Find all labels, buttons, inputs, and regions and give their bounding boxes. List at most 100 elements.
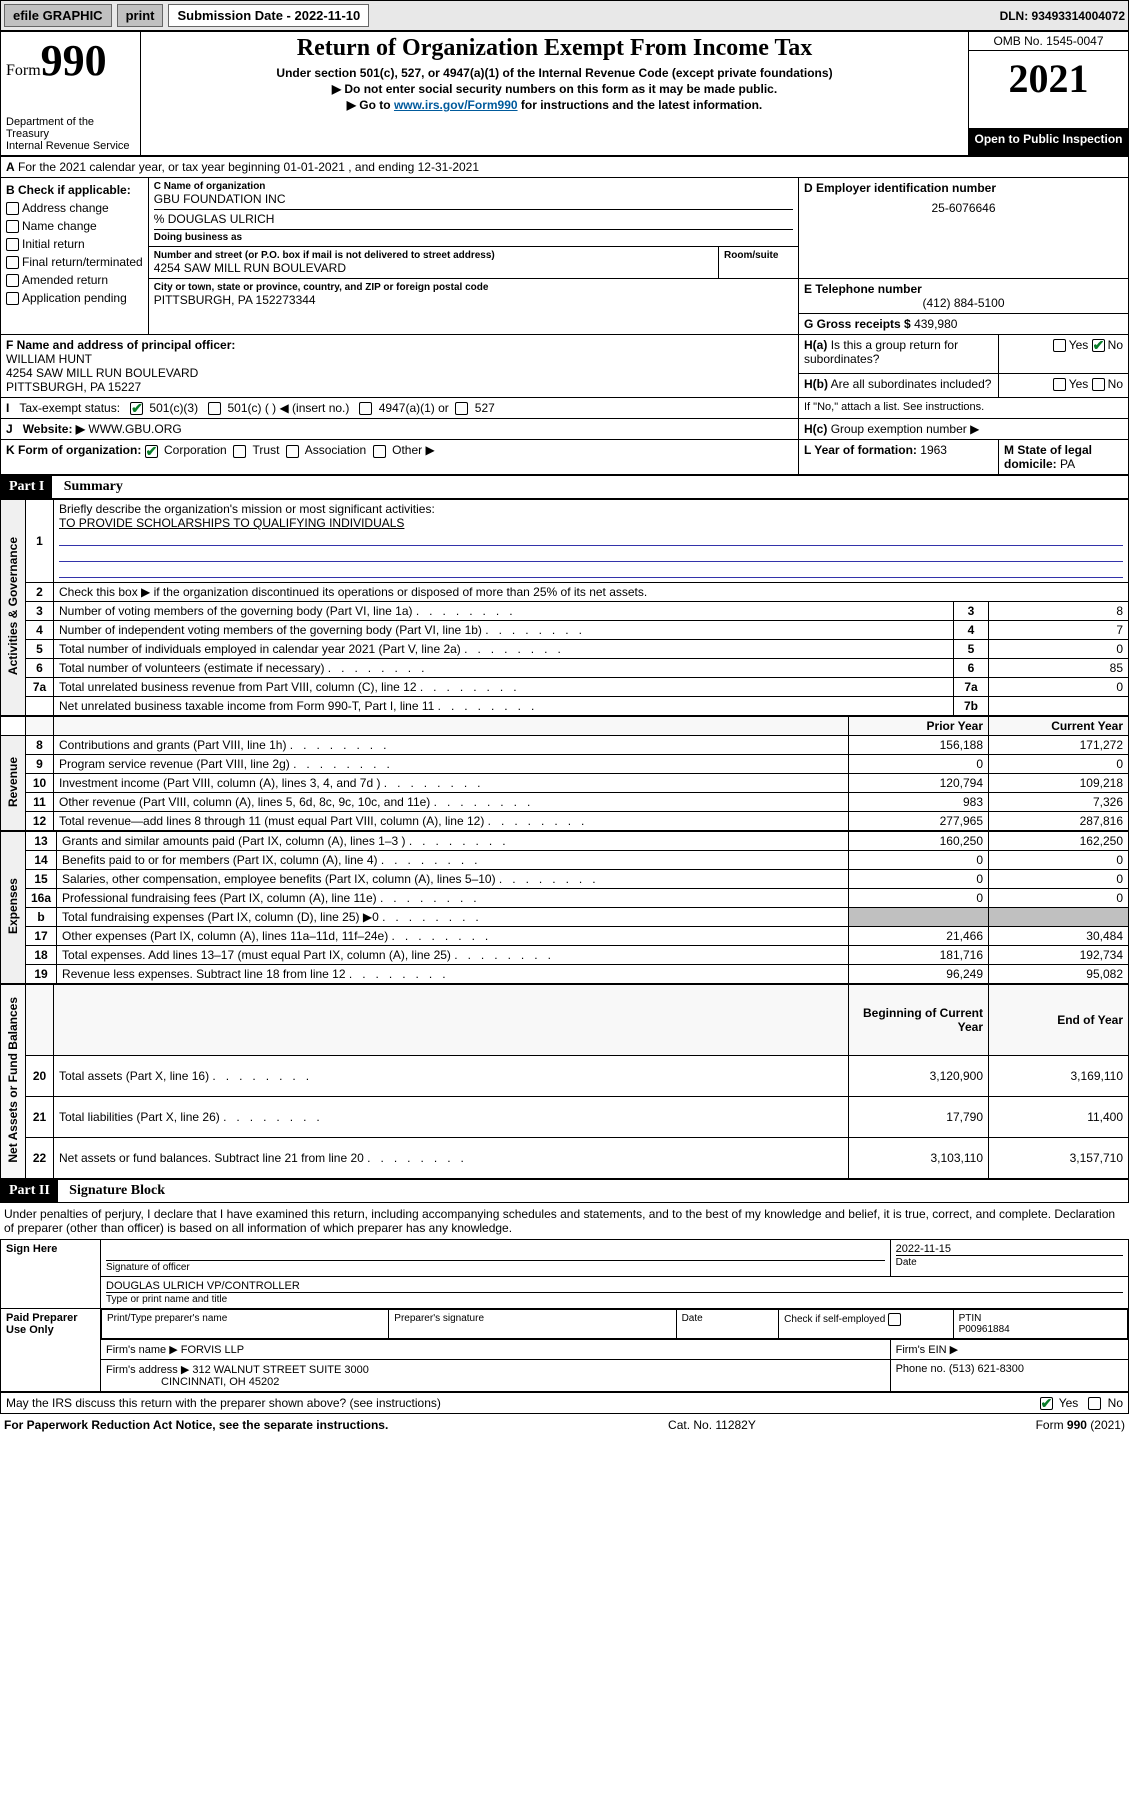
hdr-prior-year2: Prior Year — [849, 717, 989, 736]
prior-year-val: 0 — [849, 755, 989, 774]
section-c-addr: Number and street (or P.O. box if mail i… — [148, 247, 718, 279]
cb-ha-no[interactable] — [1092, 339, 1105, 352]
prior-year-val: 96,249 — [849, 965, 989, 984]
officer-name: WILLIAM HUNT — [6, 352, 92, 366]
may-irs-row: May the IRS discuss this return with the… — [1, 1392, 1129, 1413]
ha-answer: Yes No — [999, 335, 1129, 374]
line-num: 13 — [26, 832, 57, 851]
tab-revenue2: Revenue — [6, 747, 20, 817]
may-irs-text: May the IRS discuss this return with the… — [6, 1396, 441, 1410]
cb-address-change[interactable] — [6, 202, 19, 215]
prior-year-val: 0 — [849, 870, 989, 889]
line-num: 15 — [26, 870, 57, 889]
hc-text: Group exemption number ▶ — [831, 422, 980, 436]
line-ref: 7a — [954, 678, 989, 697]
sig-date: 2022-11-15 — [896, 1243, 1123, 1256]
cb-may-irs-no[interactable] — [1088, 1397, 1101, 1410]
line-num: 17 — [26, 927, 57, 946]
cb-initial-return[interactable] — [6, 238, 19, 251]
i-o2: 501(c) ( ) ◀ (insert no.) — [227, 401, 349, 415]
firm-name-label: Firm's name ▶ — [106, 1344, 178, 1356]
open-public-inspection: Open to Public Inspection — [969, 128, 1129, 155]
f-label: F Name and address of principal officer: — [6, 338, 235, 352]
irs-link[interactable]: www.irs.gov/Form990 — [394, 98, 518, 112]
boy-val: 17,790 — [849, 1097, 989, 1138]
line-text: Professional fundraising fees (Part IX, … — [57, 889, 849, 908]
cb-4947[interactable] — [359, 402, 372, 415]
current-year-val: 171,272 — [989, 736, 1129, 755]
cb-501c3[interactable] — [130, 402, 143, 415]
cb-527[interactable] — [455, 402, 468, 415]
m-label: M State of legal domicile: — [1004, 443, 1092, 471]
cb-hb-no[interactable] — [1092, 378, 1105, 391]
col-preparer-date: Date — [676, 1309, 779, 1338]
current-year-val: 0 — [989, 851, 1129, 870]
room-suite: Room/suite — [719, 247, 799, 279]
cb-corp[interactable] — [145, 445, 158, 458]
prior-year-val: 160,250 — [849, 832, 989, 851]
cb-self-employed[interactable] — [888, 1313, 901, 1326]
cb-name-change[interactable] — [6, 220, 19, 233]
firm-ein-label: Firm's EIN ▶ — [890, 1339, 1128, 1359]
line-num: 16a — [26, 889, 57, 908]
form-header: Form990 Department of the Treasury Inter… — [0, 31, 1129, 156]
e-label: E Telephone number — [804, 282, 922, 296]
cb-final-return[interactable] — [6, 256, 19, 269]
page-footer: For Paperwork Reduction Act Notice, see … — [0, 1414, 1129, 1436]
i-o1: 501(c)(3) — [149, 401, 198, 415]
sig-officer-label: Signature of officer — [106, 1262, 190, 1273]
line-val: 0 — [989, 678, 1129, 697]
cb-label-3: Final return/terminated — [22, 255, 143, 269]
line-text: Benefits paid to or for members (Part IX… — [57, 851, 849, 870]
k-other: Other ▶ — [392, 443, 435, 457]
line-text: Investment income (Part VIII, column (A)… — [54, 774, 849, 793]
section-j: J Website: ▶ WWW.GBU.ORG — [1, 419, 799, 440]
eoy-val: 3,157,710 — [989, 1138, 1129, 1179]
prior-year-val: 277,965 — [849, 812, 989, 831]
city-label: City or town, state or province, country… — [154, 282, 793, 293]
line-num: 22 — [26, 1138, 54, 1179]
cb-trust[interactable] — [233, 445, 246, 458]
cb-other[interactable] — [373, 445, 386, 458]
part1-title: Summary — [56, 479, 123, 494]
k-corp: Corporation — [164, 443, 227, 457]
line-num: b — [26, 908, 57, 927]
cb-may-irs-yes[interactable] — [1040, 1397, 1053, 1410]
h-note: If "No," attach a list. See instructions… — [799, 398, 1129, 419]
firm-addr1: 312 WALNUT STREET SUITE 3000 — [192, 1364, 368, 1376]
ptin-value: P00961884 — [959, 1324, 1010, 1335]
b-label: B Check if applicable: — [6, 183, 131, 197]
tab-expenses: Expenses — [6, 868, 20, 944]
cb-label-2: Initial return — [22, 237, 85, 251]
part1-header: Part I — [1, 476, 52, 498]
ha-text: Is this a group return for subordinates? — [804, 338, 958, 366]
cb-amended-return[interactable] — [6, 274, 19, 287]
perjury-statement: Under penalties of perjury, I declare th… — [0, 1203, 1129, 1239]
firm-phone-label: Phone no. — [896, 1363, 946, 1375]
boy-val: 3,103,110 — [849, 1138, 989, 1179]
print-button[interactable]: print — [117, 4, 164, 27]
firm-addr-row: Firm's address ▶ 312 WALNUT STREET SUITE… — [101, 1359, 891, 1391]
ha-no: No — [1108, 338, 1123, 352]
firm-phone: (513) 621-8300 — [949, 1363, 1024, 1375]
line-text: Total unrelated business revenue from Pa… — [54, 678, 954, 697]
i-o4: 527 — [475, 401, 495, 415]
line-a: A For the 2021 calendar year, or tax yea… — [1, 157, 1129, 178]
hdr-eoy: End of Year — [989, 985, 1129, 1056]
cb-501c[interactable] — [208, 402, 221, 415]
cb-assoc[interactable] — [286, 445, 299, 458]
line-num: 6 — [26, 659, 54, 678]
footer-right: Form 990 (2021) — [1036, 1418, 1125, 1432]
line-num: 21 — [26, 1097, 54, 1138]
cb-application-pending[interactable] — [6, 292, 19, 305]
officer-name-title: DOUGLAS ULRICH VP/CONTROLLER — [106, 1280, 1123, 1293]
cb-ha-yes[interactable] — [1053, 339, 1066, 352]
k-trust: Trust — [253, 443, 280, 457]
prior-year-val: 0 — [849, 851, 989, 870]
current-year-val — [989, 908, 1129, 927]
prior-year-val: 156,188 — [849, 736, 989, 755]
goto-suffix: for instructions and the latest informat… — [518, 98, 763, 112]
state-domicile: PA — [1060, 457, 1075, 471]
cb-hb-yes[interactable] — [1053, 378, 1066, 391]
cb-label-5: Application pending — [22, 291, 127, 305]
